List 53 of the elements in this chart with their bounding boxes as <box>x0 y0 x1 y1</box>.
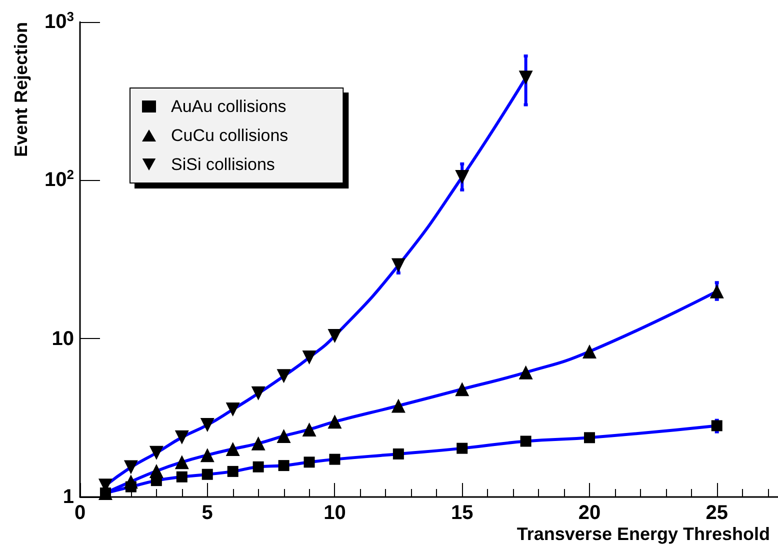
legend-label: SiSi collisions <box>171 155 275 174</box>
point <box>226 442 240 456</box>
point <box>276 369 291 384</box>
point <box>124 460 138 474</box>
point <box>455 382 470 396</box>
point <box>520 436 532 447</box>
x-tick-label: 10 <box>324 502 346 524</box>
y-axis-title: Event Rejection <box>11 22 31 158</box>
point <box>202 468 213 480</box>
point <box>302 422 316 436</box>
point <box>329 454 340 465</box>
point <box>276 428 291 443</box>
point <box>392 448 404 460</box>
point <box>328 414 342 429</box>
point <box>176 471 188 482</box>
point <box>200 418 214 432</box>
point <box>227 466 238 477</box>
point <box>455 170 470 184</box>
point <box>518 70 533 85</box>
point <box>149 446 164 460</box>
x-tick-label: 0 <box>74 502 86 524</box>
point <box>278 460 290 472</box>
point <box>328 328 342 343</box>
x-tick-label: 5 <box>202 502 213 524</box>
point <box>252 461 264 472</box>
y-tick-label: 10$^{2}$ <box>44 167 74 192</box>
point <box>251 386 266 400</box>
point <box>200 448 214 462</box>
point <box>710 284 724 298</box>
point <box>391 258 406 272</box>
x-axis-title: Transverse Energy Threshold <box>516 524 770 544</box>
x-tick-label: 15 <box>450 502 474 524</box>
point <box>391 398 406 413</box>
x-tick-label: 20 <box>578 502 601 524</box>
point <box>711 420 722 432</box>
y-tick-label: 1 <box>62 485 74 509</box>
point <box>226 402 240 416</box>
x-tick-label: 25 <box>706 502 728 524</box>
point <box>584 432 595 444</box>
legend-label: AuAu collisions <box>171 97 286 116</box>
point <box>304 456 315 468</box>
point <box>149 464 164 478</box>
point <box>302 350 316 365</box>
y-tick-label: 10 <box>52 326 74 351</box>
point <box>124 474 138 489</box>
point <box>456 442 468 454</box>
y-tick-label: 10$^{3}$ <box>44 8 74 34</box>
point <box>174 430 189 444</box>
point <box>518 365 533 380</box>
point <box>251 436 266 450</box>
point <box>174 455 189 470</box>
legend-label: CuCu collisions <box>171 126 288 145</box>
point <box>582 344 596 358</box>
